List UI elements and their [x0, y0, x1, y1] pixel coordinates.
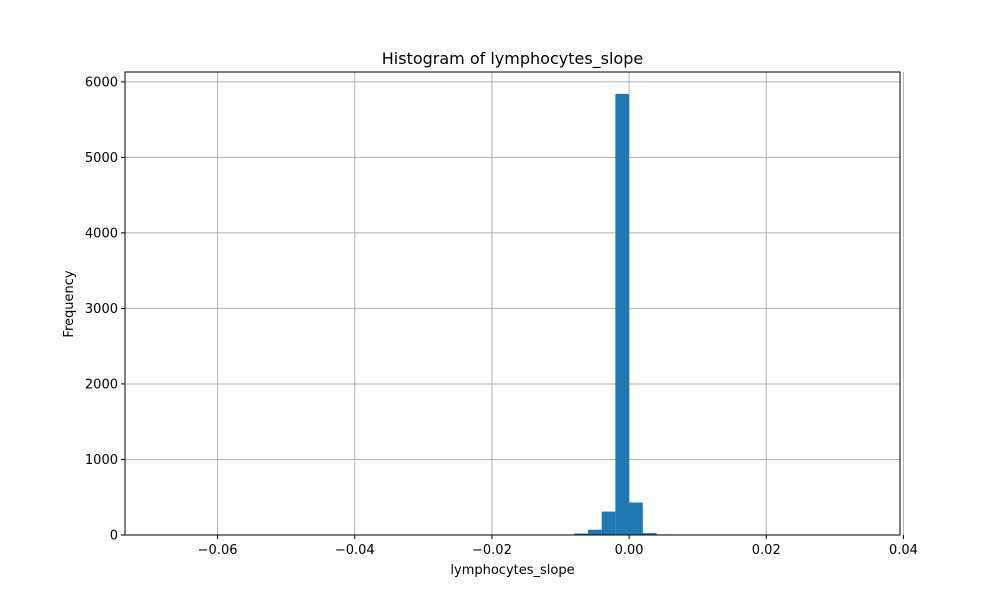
x-tick-label: −0.06	[198, 543, 238, 558]
x-tick-label: −0.02	[472, 543, 512, 558]
grid-lines	[125, 72, 904, 536]
y-tick-label: 3000	[85, 302, 118, 317]
y-tick-label: 5000	[85, 151, 118, 166]
x-tick-label: 0.04	[889, 543, 918, 558]
histogram-bar	[587, 529, 602, 535]
y-tick-label: 2000	[85, 377, 118, 392]
y-axis-label: Frequency	[62, 270, 77, 337]
histogram-bars	[574, 93, 684, 536]
histogram-bar	[629, 502, 643, 535]
y-tick-label: 1000	[85, 453, 118, 468]
histogram-bar	[615, 93, 630, 536]
histogram-bar	[642, 533, 657, 535]
x-tick-label: −0.04	[335, 543, 375, 558]
chart-title: Histogram of lymphocytes_slope	[382, 49, 643, 69]
y-axis-ticks: 0 1000 2000 3000 4000 5000 6000	[85, 75, 125, 544]
x-axis-ticks: −0.06 −0.04 −0.02 0.00 0.02 0.04	[198, 535, 918, 558]
y-tick-label: 0	[110, 529, 118, 544]
histogram-bar	[574, 533, 588, 535]
x-axis-label: lymphocytes_slope	[450, 563, 574, 578]
y-tick-label: 4000	[85, 226, 118, 241]
x-tick-label: 0.00	[615, 543, 644, 558]
y-tick-label: 6000	[85, 75, 118, 90]
x-tick-label: 0.02	[752, 543, 781, 558]
histogram-bar	[601, 511, 616, 535]
plot-frame	[124, 71, 901, 536]
